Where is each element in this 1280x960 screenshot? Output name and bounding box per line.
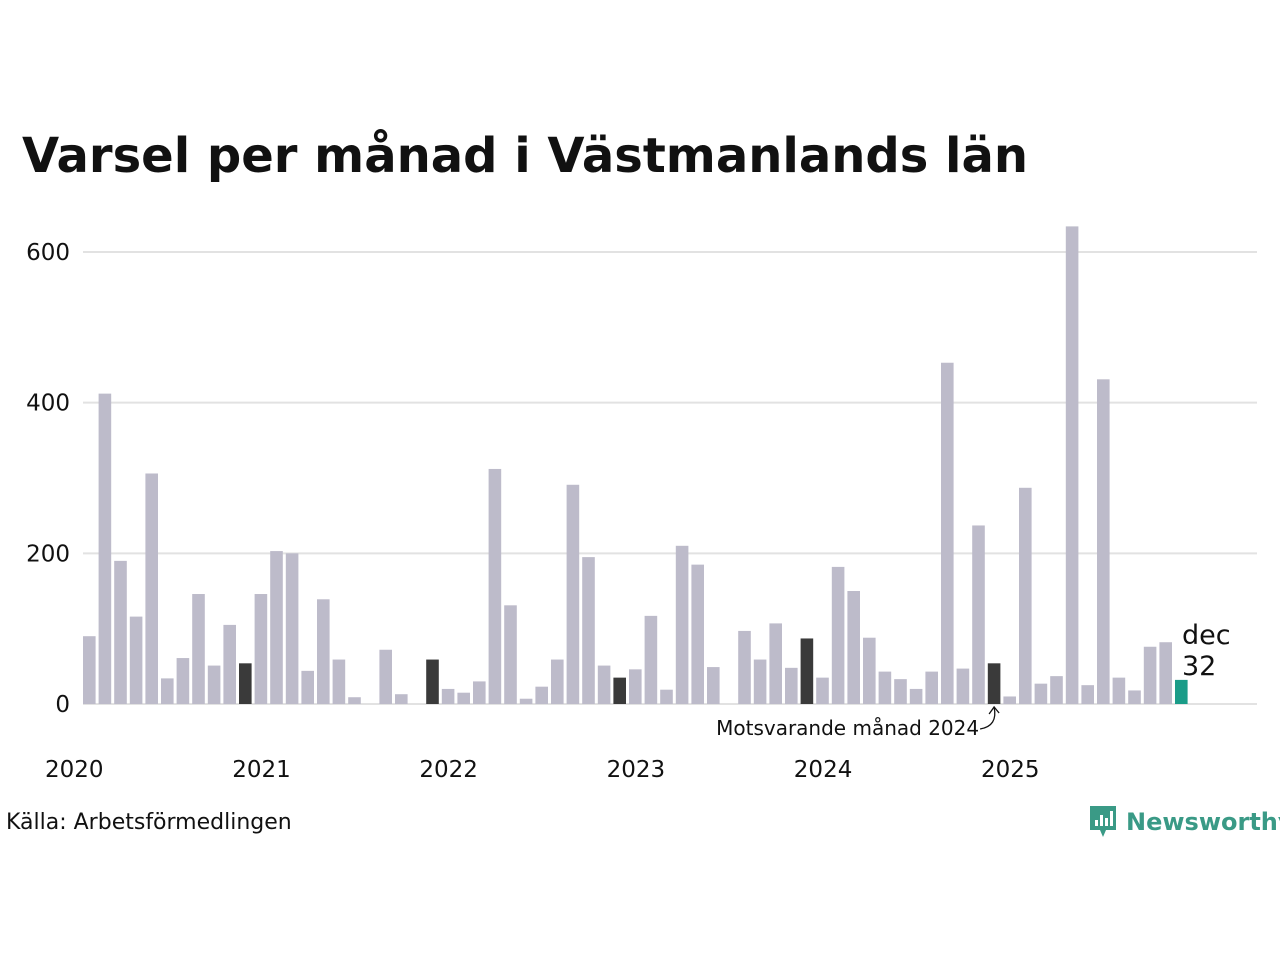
annotation-arrow (979, 706, 996, 730)
y-axis-ticks: 0 200 400 600 (26, 240, 70, 718)
bar (83, 636, 96, 704)
bar-corresponding-month (426, 659, 439, 704)
bar (878, 671, 892, 704)
bar (1065, 226, 1079, 705)
bar (816, 677, 829, 704)
bar (317, 599, 330, 704)
y-tick-label: 0 (55, 692, 70, 718)
bar (629, 669, 642, 704)
annotation-arrowhead (988, 705, 1000, 715)
x-tick-label: 2024 (794, 757, 853, 783)
bar (831, 566, 845, 704)
bar (644, 615, 658, 704)
bar (551, 659, 564, 704)
bar (1128, 690, 1141, 704)
x-tick-label: 2023 (607, 757, 666, 783)
annotation-text: Motsvarande månad 2024 (716, 716, 979, 740)
bar (519, 698, 533, 704)
bar (441, 688, 455, 704)
bar (161, 678, 174, 704)
x-tick-label: 2020 (45, 757, 104, 783)
bar (301, 670, 314, 704)
bar (894, 679, 907, 704)
bar (270, 551, 283, 704)
bar-corresponding-month (239, 663, 252, 704)
y-tick-label: 600 (26, 240, 70, 266)
bar (1081, 685, 1094, 704)
bar (98, 393, 112, 704)
bar (1097, 379, 1110, 704)
bar (207, 665, 221, 704)
bar-corresponding-month (800, 638, 814, 704)
x-tick-label: 2025 (981, 757, 1040, 783)
bar-corresponding-month (613, 677, 626, 704)
bar (348, 697, 361, 704)
bar (1050, 676, 1063, 704)
bar-current-month (1175, 679, 1188, 704)
y-tick-label: 400 (26, 391, 70, 417)
bar (1143, 646, 1157, 704)
last-bar-value-label: 32 (1182, 651, 1216, 682)
bar (566, 484, 580, 704)
bar (863, 637, 876, 704)
bar (395, 694, 408, 704)
bar (192, 594, 205, 704)
bar-corresponding-month (987, 663, 1001, 704)
bar (707, 667, 720, 704)
bar (379, 649, 392, 704)
bar (847, 591, 860, 704)
bar (909, 688, 923, 704)
bar (504, 605, 517, 704)
bar (254, 594, 268, 704)
bar (769, 623, 782, 704)
chart-title: Varsel per månad i Västmanlands län (22, 128, 1029, 184)
bar (1112, 677, 1126, 704)
x-tick-label: 2021 (232, 757, 291, 783)
bar (660, 689, 673, 704)
bar (285, 553, 299, 704)
last-bar-month-label: dec (1182, 620, 1231, 651)
bar (1034, 683, 1048, 704)
bar (925, 671, 938, 704)
bar (597, 665, 611, 704)
bar (535, 686, 548, 704)
bar (457, 692, 470, 704)
newsworthy-logo-icon (1090, 806, 1116, 837)
bar (956, 668, 970, 704)
bar (176, 658, 190, 704)
bar (488, 468, 502, 704)
brand-name: Newsworthy (1126, 808, 1280, 836)
brand-logo: Newsworthy (1088, 804, 1280, 840)
bar (582, 557, 595, 704)
bar (332, 659, 346, 704)
bar (972, 525, 985, 704)
x-tick-label: 2022 (419, 757, 478, 783)
bar (129, 616, 143, 704)
bar (473, 681, 486, 704)
bar (1159, 642, 1172, 704)
bar-series (83, 226, 1188, 705)
bar (1019, 487, 1032, 704)
bar (1003, 696, 1016, 704)
bar (738, 630, 751, 704)
bar (114, 560, 127, 704)
bar (145, 473, 158, 704)
annotations: Motsvarande månad 2024 dec 32 (716, 620, 1230, 740)
y-tick-label: 200 (26, 541, 70, 567)
bar (675, 545, 689, 704)
source-note: Källa: Arbetsförmedlingen (6, 810, 292, 835)
bar (691, 564, 704, 704)
x-axis-ticks: 2020 2021 2022 2023 2024 2025 (45, 757, 1040, 783)
bar (753, 659, 767, 704)
bar (941, 362, 954, 704)
bar (785, 667, 798, 704)
bar (223, 624, 236, 704)
